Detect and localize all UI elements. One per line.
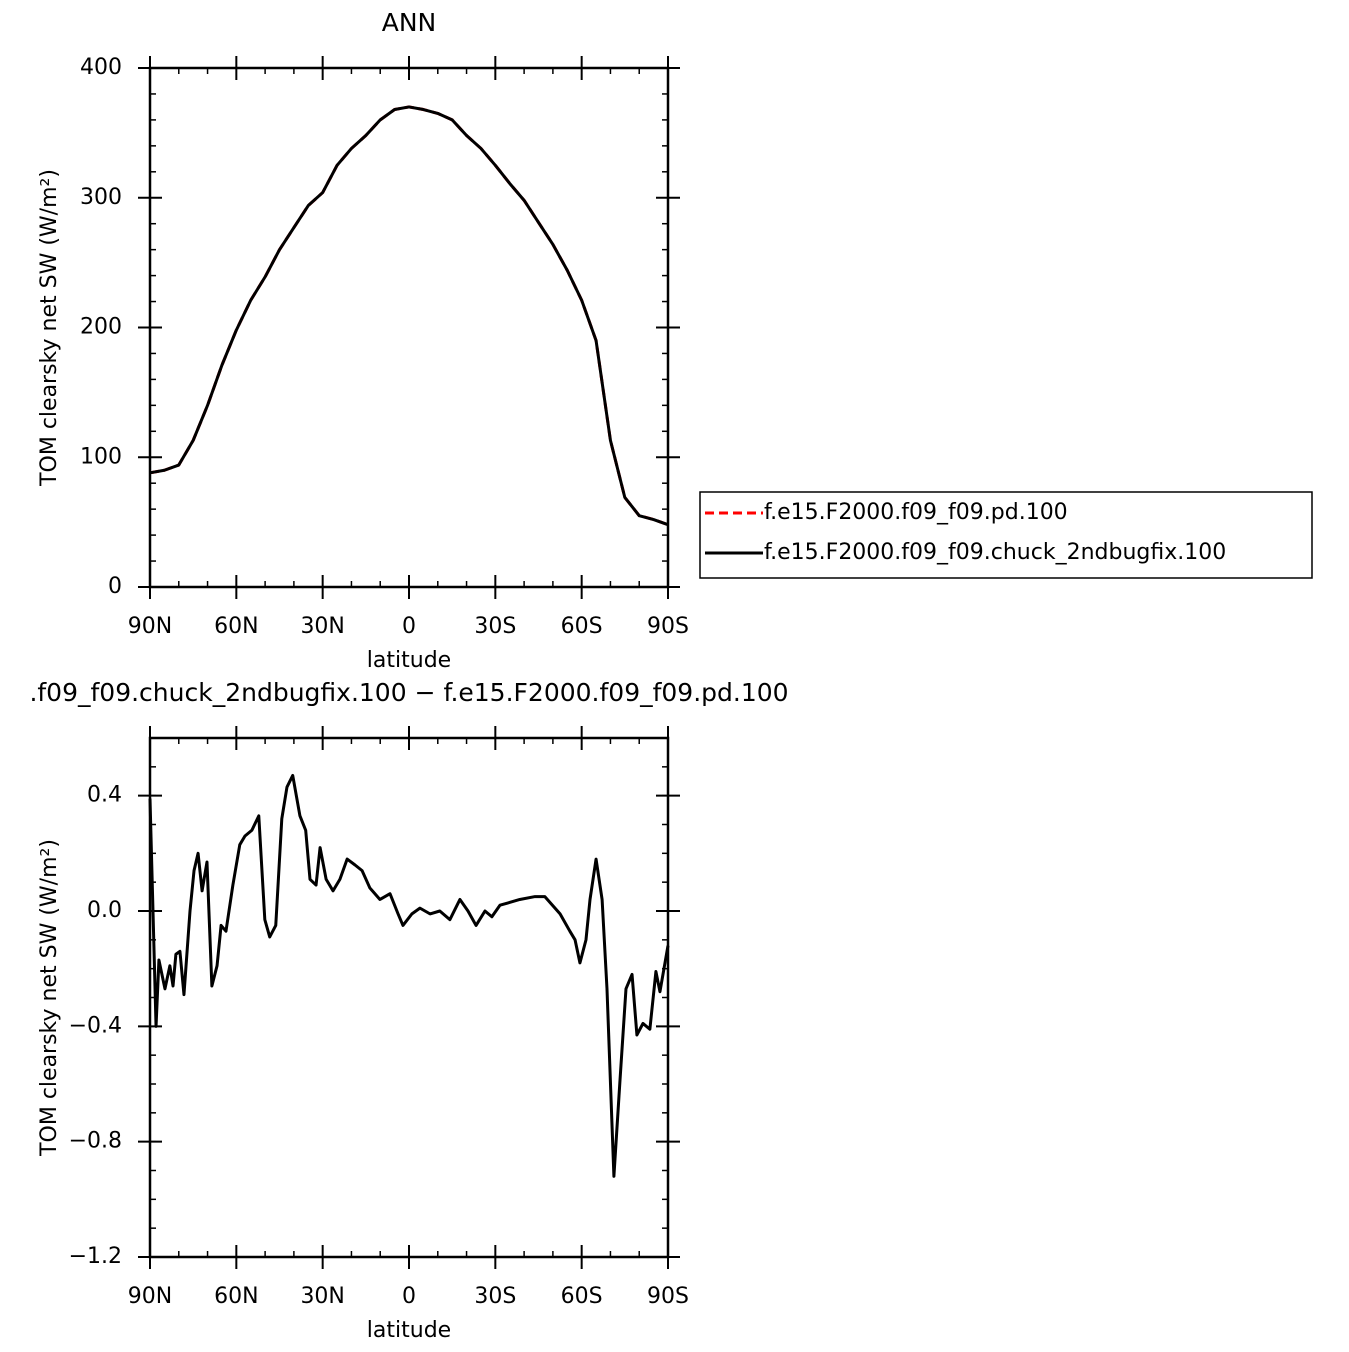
y-tick-label: −0.4 <box>69 1013 122 1038</box>
y-tick-label: −1.2 <box>69 1244 122 1269</box>
series-line <box>148 773 670 1178</box>
series-line <box>149 105 669 527</box>
legend-label: f.e15.F2000.f09_f09.pd.100 <box>764 500 1068 525</box>
x-tick-label: 60N <box>214 614 258 639</box>
x-tick-label: 0 <box>402 614 416 639</box>
x-tick-label: 90S <box>647 1284 689 1309</box>
y-axis-label: TOM clearsky net SW (W/m²) <box>37 839 62 1157</box>
x-tick-label: 30S <box>474 1284 516 1309</box>
y-tick-label: 100 <box>80 444 122 469</box>
x-tick-label: 90N <box>128 614 172 639</box>
y-tick-label: 400 <box>80 55 122 80</box>
y-axis-label: TOM clearsky net SW (W/m²) <box>37 169 62 487</box>
x-tick-label: 30N <box>300 614 344 639</box>
x-tick-label: 60S <box>561 614 603 639</box>
y-tick-label: −0.8 <box>69 1129 122 1154</box>
chart-title: .f09_f09.chuck_2ndbugfix.100 − f.e15.F20… <box>29 678 788 707</box>
y-tick-label: 0.0 <box>87 898 122 923</box>
y-tick-label: 300 <box>80 185 122 210</box>
x-tick-label: 30N <box>300 1284 344 1309</box>
x-tick-label: 0 <box>402 1284 416 1309</box>
x-tick-label: 60N <box>214 1284 258 1309</box>
chart-title: ANN <box>382 8 437 37</box>
x-tick-label: 30S <box>474 614 516 639</box>
series-line <box>149 105 669 527</box>
x-tick-label: 90N <box>128 1284 172 1309</box>
x-tick-label: 90S <box>647 614 689 639</box>
y-tick-label: 0.4 <box>87 783 122 808</box>
x-axis-label: latitude <box>367 1318 451 1343</box>
legend-label: f.e15.F2000.f09_f09.chuck_2ndbugfix.100 <box>764 540 1226 565</box>
y-tick-label: 0 <box>108 574 122 599</box>
legend-box <box>699 491 1313 579</box>
plot-frame <box>148 736 670 1259</box>
x-tick-label: 60S <box>561 1284 603 1309</box>
y-tick-label: 200 <box>80 315 122 340</box>
x-axis-label: latitude <box>367 648 451 673</box>
